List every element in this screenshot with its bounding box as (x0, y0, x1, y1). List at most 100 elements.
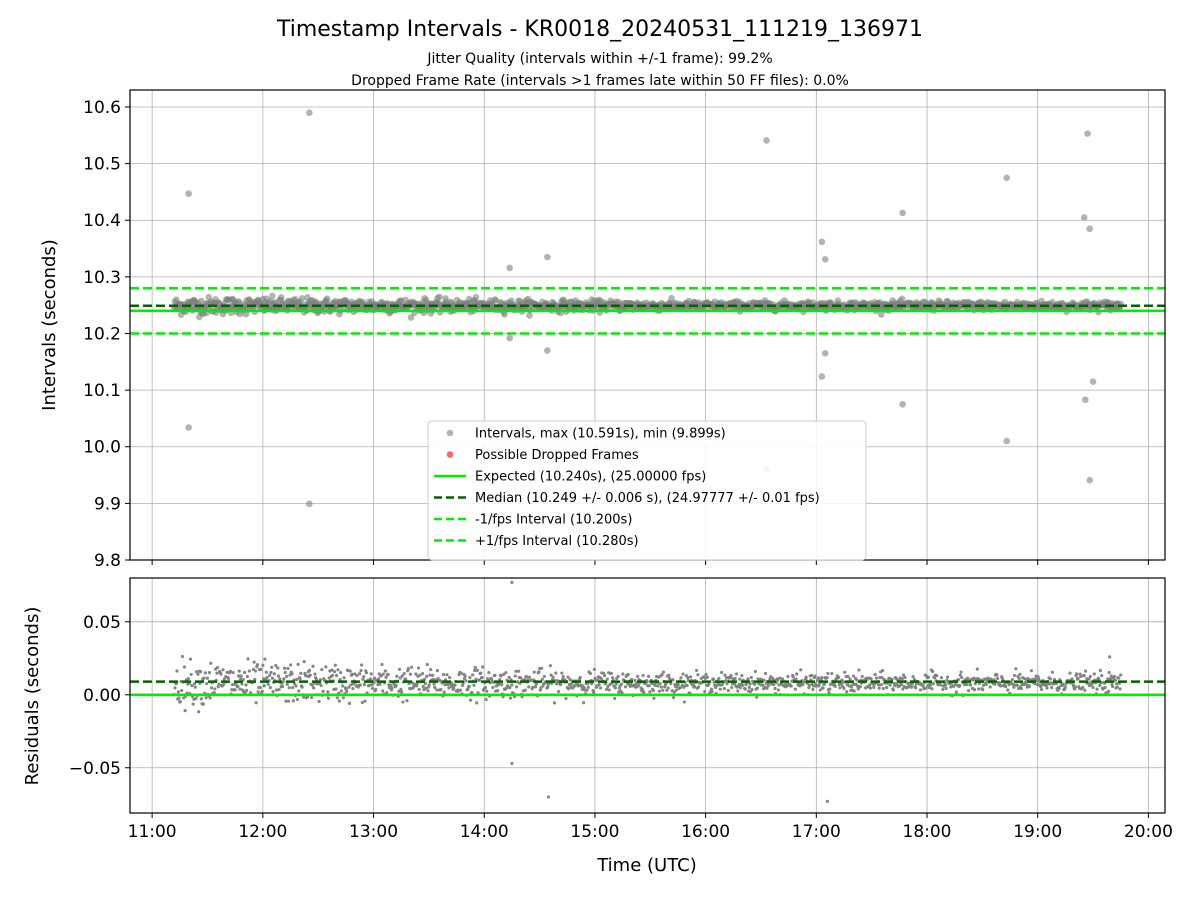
residuals-point (439, 688, 443, 692)
intervals-ytick-label: 10.6 (83, 98, 121, 118)
intervals-point (501, 311, 508, 318)
residuals-point (611, 676, 615, 680)
residuals-point (374, 687, 378, 691)
residuals-point (1050, 685, 1054, 690)
residuals-point (1108, 677, 1113, 681)
intervals-outlier-point (1086, 476, 1094, 484)
intervals-point (298, 295, 306, 302)
residuals-point (964, 682, 969, 687)
residuals-point (581, 701, 586, 705)
residuals-point (201, 702, 205, 706)
residuals-point (568, 677, 572, 682)
residuals-point (851, 674, 856, 678)
residuals-point (879, 683, 883, 687)
residuals-point (891, 688, 896, 692)
residuals-point (239, 674, 243, 678)
intervals-point (877, 311, 885, 318)
intervals-outlier-point (1086, 225, 1094, 233)
residuals-point (929, 683, 933, 687)
residuals-point (769, 675, 773, 679)
residuals-point (753, 669, 758, 674)
residuals-point (175, 669, 179, 673)
residuals-point (453, 683, 457, 687)
residuals-point (320, 667, 324, 672)
residuals-point (766, 684, 770, 688)
residuals-point (433, 685, 437, 690)
residuals-point (542, 674, 546, 679)
residuals-point (1004, 685, 1008, 689)
residuals-point (837, 675, 841, 679)
residuals-point (209, 661, 213, 665)
residuals-point (821, 686, 825, 690)
intervals-outlier-point (544, 347, 551, 354)
residuals-point (533, 685, 538, 689)
residuals-point (266, 682, 270, 687)
residuals-point (718, 687, 722, 691)
residuals-point (933, 676, 937, 680)
residuals-point (1017, 676, 1021, 681)
residuals-point (986, 676, 990, 680)
residuals-point (646, 674, 651, 679)
residuals-point (901, 673, 906, 677)
residuals-point (194, 696, 198, 701)
residuals-point (347, 685, 351, 689)
residuals-point (1078, 672, 1082, 676)
residuals-point (548, 664, 553, 668)
residuals-point (981, 688, 985, 692)
residuals-point (931, 669, 935, 674)
residuals-point (685, 683, 689, 688)
residuals-point (308, 673, 312, 677)
residuals-point (1006, 688, 1010, 692)
residuals-point (653, 683, 657, 688)
residuals-point (642, 690, 646, 694)
residuals-point (945, 675, 950, 679)
residuals-point (173, 686, 177, 690)
residuals-point (592, 667, 596, 671)
residuals-point (291, 685, 295, 690)
residuals-point (876, 683, 881, 687)
residuals-point (310, 683, 314, 687)
residuals-reference-lines (130, 680, 1165, 697)
residuals-point (351, 686, 355, 691)
residuals-point (253, 669, 258, 673)
residuals-point (337, 699, 341, 703)
residuals-point (240, 682, 244, 686)
residuals-point (838, 686, 842, 690)
residuals-point (463, 674, 467, 678)
residuals-point (341, 684, 345, 688)
residuals-point (1088, 674, 1092, 679)
residuals-point (180, 688, 184, 693)
residuals-point (794, 677, 798, 681)
residuals-point (514, 669, 518, 673)
residuals-point (927, 686, 931, 690)
residuals-point (475, 701, 479, 705)
residuals-point (941, 687, 945, 692)
residuals-point (202, 676, 206, 680)
residuals-point (855, 678, 859, 682)
residuals-point (645, 679, 649, 684)
residuals-ytick-label: −0.05 (69, 759, 121, 779)
residuals-point (1039, 687, 1044, 692)
xtick-label: 16:00 (681, 822, 730, 842)
residuals-panel: 11:00 12:00 13:00 14:00 15:00 16:00 17:00 18:00… (22, 577, 1173, 876)
residuals-point (773, 686, 777, 691)
residuals-point (1100, 674, 1104, 678)
residuals-point (602, 673, 607, 678)
residuals-point (473, 668, 477, 673)
residuals-point (1024, 682, 1028, 687)
residuals-point (1115, 682, 1119, 686)
residuals-point (472, 683, 476, 687)
residuals-point (428, 673, 432, 677)
residuals-point (749, 675, 753, 680)
residuals-point (361, 677, 365, 681)
residuals-point (395, 674, 399, 678)
residuals-point (795, 672, 799, 676)
residuals-point (696, 685, 701, 689)
residuals-point (1015, 683, 1019, 687)
residuals-point (609, 671, 613, 676)
residuals-point (807, 683, 812, 687)
residuals-point (245, 688, 249, 692)
residuals-point (873, 673, 877, 677)
residuals-point (755, 686, 760, 690)
intervals-outlier-point (1003, 437, 1011, 445)
